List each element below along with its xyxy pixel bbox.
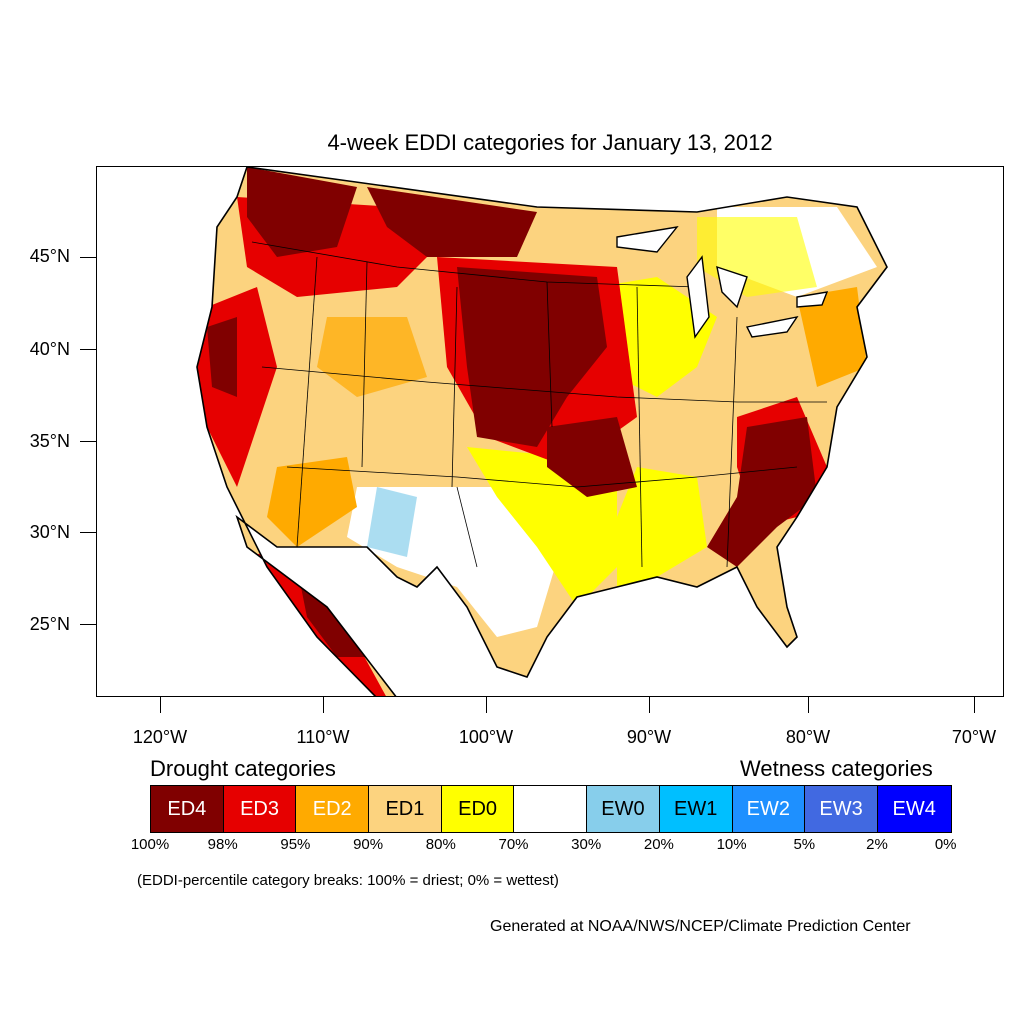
y-tick-label: 45°N <box>29 246 70 266</box>
y-tick-mark <box>80 624 96 625</box>
legend-break-label: 98% <box>207 836 238 853</box>
drought-heading: Drought categories <box>150 756 336 781</box>
y-tick-label: 30°N <box>29 522 70 542</box>
y-tick-mark <box>80 532 96 533</box>
x-tick-label: 90°W <box>626 727 672 747</box>
legend-break-label: 5% <box>793 836 816 853</box>
wetness-heading: Wetness categories <box>740 756 933 781</box>
y-tick-mark <box>80 441 96 442</box>
legend-break-label: 2% <box>866 836 888 853</box>
y-tick-mark <box>80 349 96 350</box>
coastline <box>196 167 888 696</box>
x-tick-mark <box>486 697 487 713</box>
legend-box: EW4 <box>877 786 951 832</box>
legend-box: ED3 <box>223 786 297 832</box>
legend-box: ED1 <box>369 786 442 832</box>
map-canvas <box>196 167 888 696</box>
x-tick-label: 80°W <box>785 727 831 747</box>
x-tick-mark <box>323 697 324 713</box>
x-tick-mark <box>649 697 650 713</box>
legend-box: EW1 <box>659 786 733 832</box>
legend-break-label: 30% <box>571 836 602 853</box>
x-tick-mark <box>160 697 161 713</box>
x-tick-label: 70°W <box>951 727 997 747</box>
y-tick-label: 40°N <box>29 339 70 359</box>
eddi-map <box>96 166 1004 697</box>
y-tick-mark <box>80 257 96 258</box>
legend-box: EW0 <box>587 786 660 832</box>
category-note: (EDDI-percentile category breaks: 100% =… <box>137 872 559 889</box>
state-boundaries <box>251 241 827 568</box>
x-tick-label: 110°W <box>296 727 350 747</box>
legend-box: EW3 <box>805 786 878 832</box>
x-tick-label: 120°W <box>132 727 188 747</box>
legend-break-label: 80% <box>425 836 456 853</box>
legend-colorbar: ED4 ED3 ED2 ED1 ED0 EW0 EW1 EW2 EW3 EW4 <box>150 785 952 833</box>
legend-box: ED2 <box>296 786 370 832</box>
credit-line: Generated at NOAA/NWS/NCEP/Climate Predi… <box>490 918 911 935</box>
legend-box: ED4 <box>151 786 224 832</box>
map-title: 4-week EDDI categories for January 13, 2… <box>327 130 773 155</box>
great-lakes <box>616 226 829 339</box>
legend-break-label: 70% <box>498 836 529 853</box>
legend-box: ED0 <box>441 786 515 832</box>
eddi-fill <box>197 167 887 696</box>
legend-break-label: 20% <box>643 836 674 853</box>
x-tick-label: 100°W <box>458 727 514 747</box>
legend-break-label: 10% <box>716 836 747 853</box>
y-tick-label: 25°N <box>29 614 70 634</box>
legend-break-label: 95% <box>280 836 311 853</box>
legend-break-label: 0% <box>934 836 957 853</box>
x-tick-mark <box>808 697 809 713</box>
legend-break-label: 100% <box>130 836 170 853</box>
x-tick-mark <box>974 697 975 713</box>
y-tick-label: 35°N <box>29 431 70 451</box>
legend-box: EW2 <box>732 786 806 832</box>
legend-box <box>514 786 588 832</box>
legend-break-label: 90% <box>353 836 384 853</box>
